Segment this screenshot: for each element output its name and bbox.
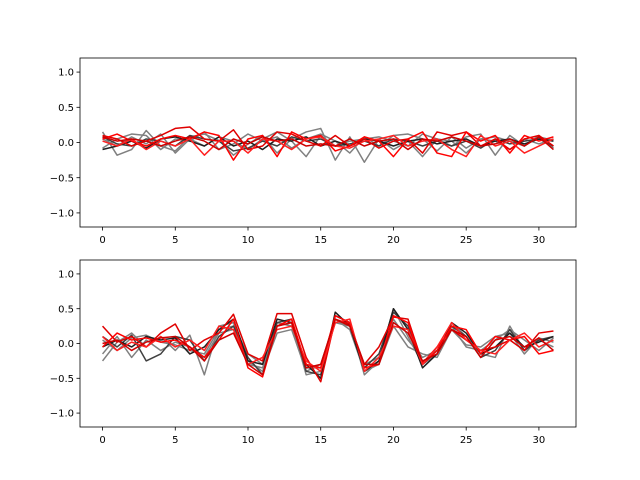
top-y-tick: −0.5 xyxy=(50,173,80,184)
top-x-tick-label: 25 xyxy=(460,235,473,246)
top-x-tick-label: 10 xyxy=(242,235,255,246)
bottom-y-tick-label: 0.0 xyxy=(58,339,74,350)
bottom-y-tick-label: −0.5 xyxy=(50,374,74,385)
bottom-x-tick: 15 xyxy=(314,427,327,446)
bottom-x-tick: 5 xyxy=(172,427,178,446)
top-x-tick: 25 xyxy=(460,227,473,246)
bottom-series-line-8 xyxy=(102,318,554,373)
top-x-tick: 20 xyxy=(387,227,400,246)
bottom-x-tick: 10 xyxy=(242,427,255,446)
top-y-tick: 0.5 xyxy=(58,103,80,114)
bottom-y-tick: 1.0 xyxy=(58,270,80,281)
bottom-x-tick-label: 5 xyxy=(172,435,178,446)
bottom-y-tick-label: 0.5 xyxy=(58,304,74,315)
bottom-x-tick: 30 xyxy=(533,427,546,446)
top-y-tick: −1.0 xyxy=(50,209,80,220)
top-y-tick-label: 0.0 xyxy=(58,138,74,149)
top-y-tick: 1.0 xyxy=(58,68,80,79)
bottom-y-tick: −1.0 xyxy=(50,409,80,420)
bottom-x-tick-label: 25 xyxy=(460,435,473,446)
top-series-layer xyxy=(101,126,554,163)
top-y-axis: −1.0 −0.5 0.0 0.5 1.0 xyxy=(50,68,80,220)
bottom-x-tick-label: 20 xyxy=(387,435,400,446)
top-x-tick: 30 xyxy=(533,227,546,246)
bottom-x-axis: 0 5 10 15 20 25 30 xyxy=(99,427,545,446)
bottom-y-tick-label: −1.0 xyxy=(50,409,74,420)
bottom-y-tick: 0.0 xyxy=(58,339,80,350)
top-y-tick-label: 0.5 xyxy=(58,103,74,114)
bottom-x-tick: 25 xyxy=(460,427,473,446)
bottom-x-tick: 20 xyxy=(387,427,400,446)
top-y-tick-label: −0.5 xyxy=(50,173,74,184)
bottom-x-tick-label: 0 xyxy=(99,435,105,446)
top-y-tick-label: 1.0 xyxy=(58,68,74,79)
bottom-x-tick-label: 30 xyxy=(533,435,546,446)
top-x-tick-label: 30 xyxy=(533,235,546,246)
bottom-series-line-9 xyxy=(102,318,554,376)
top-series-line-9 xyxy=(102,136,554,151)
bottom-y-tick-label: 1.0 xyxy=(58,270,74,281)
top-x-tick: 15 xyxy=(314,227,327,246)
bottom-x-tick-label: 15 xyxy=(314,435,327,446)
bottom-y-axis: −1.0 −0.5 0.0 0.5 1.0 xyxy=(50,270,80,420)
top-x-tick-label: 0 xyxy=(99,235,105,246)
top-y-tick: 0.0 xyxy=(58,138,80,149)
top-series-line-8 xyxy=(102,134,554,158)
bottom-y-tick: 0.5 xyxy=(58,304,80,315)
top-x-tick: 0 xyxy=(99,227,106,246)
bottom-x-tick: 0 xyxy=(99,427,106,446)
top-x-tick: 5 xyxy=(172,227,178,246)
top-y-tick-label: −1.0 xyxy=(50,209,74,220)
bottom-subplot: 0 5 10 15 20 25 30 −1.0 −0.5 0.0 0.5 1.0 xyxy=(50,259,577,446)
top-x-tick-label: 5 xyxy=(172,235,178,246)
top-x-tick-label: 15 xyxy=(314,235,327,246)
top-x-tick: 10 xyxy=(242,227,255,246)
bottom-y-tick: −0.5 xyxy=(50,374,80,385)
top-x-axis: 0 5 10 15 20 25 30 xyxy=(99,227,545,246)
top-x-tick-label: 20 xyxy=(387,235,400,246)
top-subplot: 0 5 10 15 20 25 30 −1.0 −0.5 0.0 0.5 1.0 xyxy=(50,57,577,246)
bottom-series-layer xyxy=(101,307,554,383)
bottom-x-tick-label: 10 xyxy=(242,435,255,446)
